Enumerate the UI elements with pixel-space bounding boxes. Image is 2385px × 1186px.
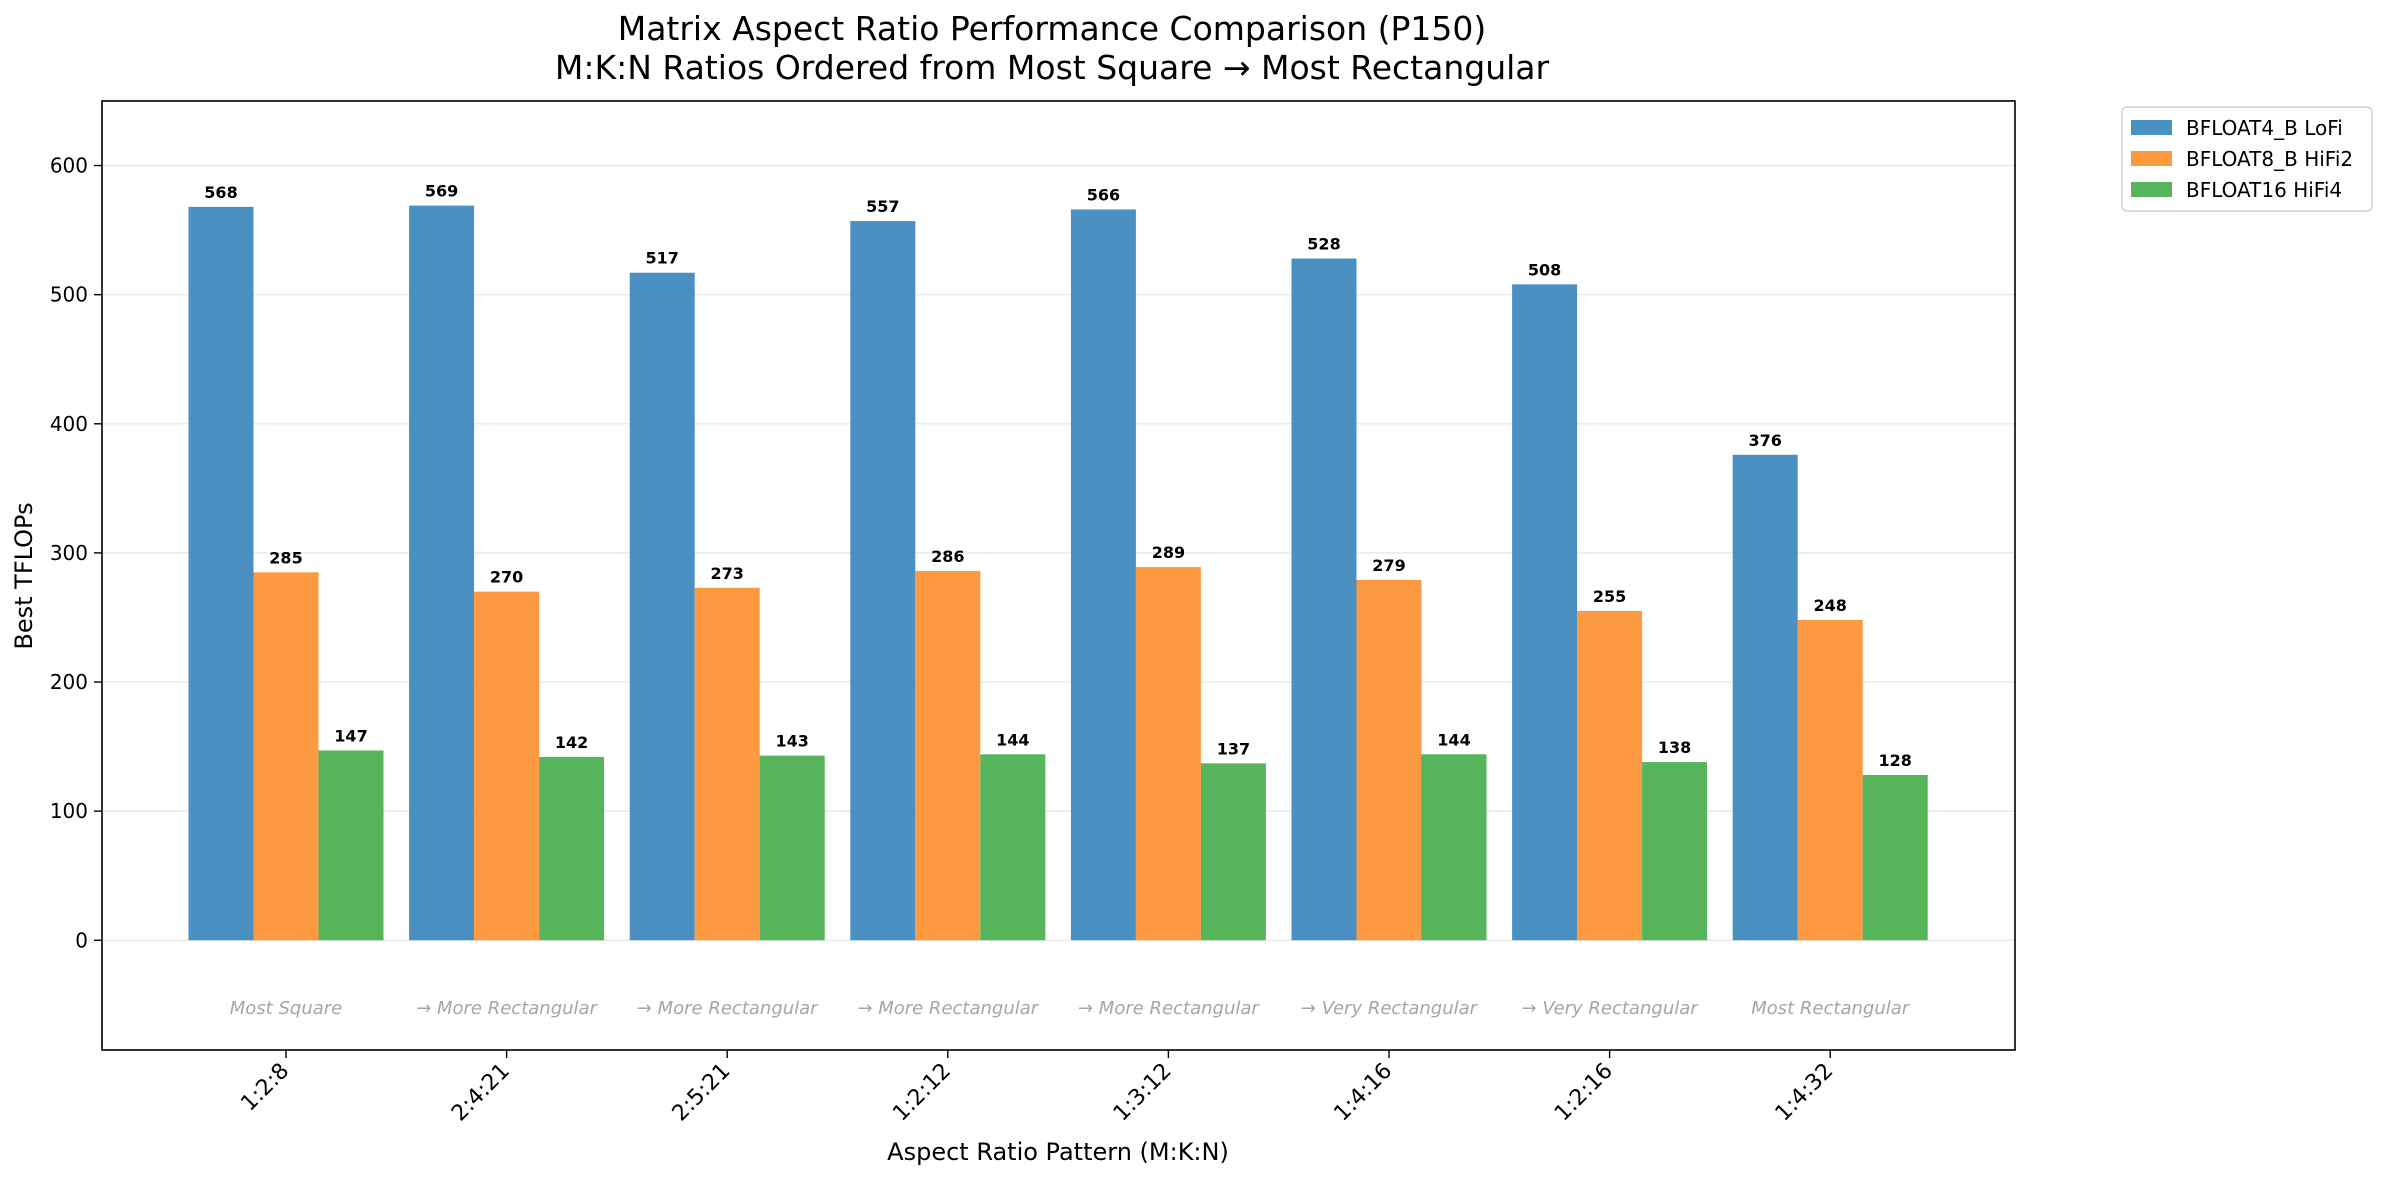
category-annotations: Most Square → More Rectangular → More Rect… <box>230 998 1911 1019</box>
grid-lines <box>102 164 2015 941</box>
bar-value-label: 144 <box>996 730 1029 749</box>
x-tick-label: 1:4:16 <box>1329 1059 1397 1127</box>
category-annotation: → Very Rectangular <box>1301 998 1479 1019</box>
x-axis-label: Aspect Ratio Pattern (M:K:N) <box>887 1138 1229 1166</box>
bar <box>318 750 384 941</box>
bar-value-label: 248 <box>1813 596 1846 615</box>
legend: BFLOAT4_B LoFi BFLOAT8_B HiFi2 BFLOAT16 Hi… <box>2121 106 2373 212</box>
bar <box>1291 258 1357 941</box>
bar <box>1642 762 1708 941</box>
category-annotation: → More Rectangular <box>416 998 598 1019</box>
legend-swatch <box>2131 120 2172 135</box>
x-axis: 1:2:8 2:4:21 2:5:21 1:2:12 1:3:12 1:4:16 1:2:1… <box>236 1050 1838 1126</box>
legend-frame <box>2121 106 2373 212</box>
bar-value-label: 557 <box>866 197 899 216</box>
bar <box>1797 620 1863 941</box>
y-tick-label: 400 <box>50 412 88 436</box>
y-tick-label: 100 <box>50 799 88 823</box>
y-tick-label: 300 <box>50 541 88 565</box>
bar <box>694 587 760 941</box>
bar <box>1577 611 1643 941</box>
chart-title: Matrix Aspect Ratio Performance Comparis… <box>618 9 1487 48</box>
x-tick-label: 1:3:12 <box>1109 1059 1177 1127</box>
bar <box>188 206 254 941</box>
bar <box>1070 209 1136 941</box>
bar-value-label: 528 <box>1307 235 1340 254</box>
legend-entry: BFLOAT4_B LoFi <box>2186 116 2343 140</box>
data-labels: 568 285 147 569 270 142 517 273 143 557 286 144 566 2… <box>204 182 1912 770</box>
bar-value-label: 138 <box>1658 738 1691 757</box>
bar <box>539 756 605 941</box>
y-axis-label: Best TFLOPs <box>10 502 38 649</box>
bar-value-label: 569 <box>425 182 458 201</box>
legend-swatch <box>2131 182 2172 197</box>
bar-value-label: 142 <box>555 733 588 752</box>
x-tick-label: 2:5:21 <box>668 1059 736 1127</box>
legend-entry: BFLOAT16 HiFi4 <box>2186 178 2342 202</box>
bar <box>850 221 916 941</box>
x-tick-label: 2:4:21 <box>447 1059 515 1127</box>
bar-value-label: 270 <box>490 568 523 587</box>
bar-value-label: 289 <box>1152 543 1185 562</box>
bar <box>1512 284 1578 941</box>
bar-value-label: 273 <box>710 564 743 583</box>
bar <box>629 272 695 941</box>
bar-value-label: 517 <box>645 249 678 268</box>
category-annotation: → More Rectangular <box>857 998 1039 1019</box>
category-annotation: → More Rectangular <box>1078 998 1260 1019</box>
bar <box>1135 567 1201 941</box>
bar <box>1421 754 1487 941</box>
x-tick-label: 1:4:32 <box>1771 1059 1839 1127</box>
y-tick-label: 0 <box>75 928 88 952</box>
bar <box>980 754 1046 941</box>
legend-swatch <box>2131 151 2172 166</box>
bar-value-label: 285 <box>269 548 302 567</box>
category-annotation: Most Square <box>230 998 342 1019</box>
x-tick-label: 1:2:8 <box>236 1059 294 1117</box>
category-annotation: → Very Rectangular <box>1522 998 1700 1019</box>
category-annotation: → More Rectangular <box>637 998 819 1019</box>
y-tick-label: 200 <box>50 670 88 694</box>
bar-value-label: 376 <box>1748 431 1781 450</box>
bar-value-label: 255 <box>1593 587 1626 606</box>
category-annotation: Most Rectangular <box>1751 998 1911 1019</box>
bars <box>188 205 1928 941</box>
chart-subtitle: M:K:N Ratios Ordered from Most Square → … <box>555 48 1550 87</box>
bar <box>1732 454 1798 941</box>
x-tick-label: 1:2:12 <box>888 1059 956 1127</box>
bar-value-label: 128 <box>1878 751 1911 770</box>
bar <box>409 205 475 941</box>
bar-value-label: 508 <box>1528 260 1561 279</box>
bar <box>1356 580 1422 941</box>
bar <box>1200 763 1266 941</box>
bar <box>253 572 319 941</box>
bar-value-label: 566 <box>1087 185 1120 204</box>
x-tick-label: 1:2:16 <box>1550 1059 1618 1127</box>
y-tick-label: 500 <box>50 283 88 307</box>
bar-value-label: 568 <box>204 183 237 202</box>
legend-entry: BFLOAT8_B HiFi2 <box>2186 147 2353 171</box>
bar <box>474 591 540 941</box>
bar <box>915 570 981 941</box>
bar-value-label: 144 <box>1437 730 1470 749</box>
bar-value-label: 279 <box>1372 556 1405 575</box>
y-tick-label: 600 <box>50 154 88 178</box>
bar <box>1862 774 1928 941</box>
bar-value-label: 147 <box>334 726 367 745</box>
bar <box>759 755 825 941</box>
bar-value-label: 143 <box>775 732 808 751</box>
bar-value-label: 137 <box>1217 739 1250 758</box>
plot-area-frame <box>101 100 2016 1051</box>
y-axis: 0 100 200 300 400 500 600 <box>50 154 102 952</box>
bar-value-label: 286 <box>931 547 964 566</box>
